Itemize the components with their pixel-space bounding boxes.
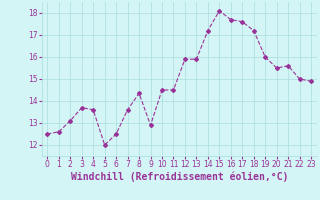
X-axis label: Windchill (Refroidissement éolien,°C): Windchill (Refroidissement éolien,°C) [70, 172, 288, 182]
